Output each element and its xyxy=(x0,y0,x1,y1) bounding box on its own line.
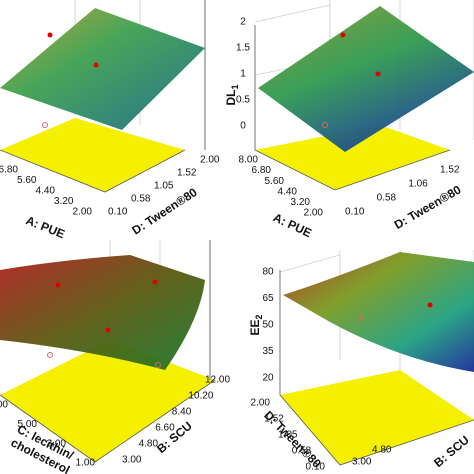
tick-label: 5.60 xyxy=(17,175,37,186)
tick-label: 7.00 xyxy=(0,400,8,411)
tick-label: 0.58 xyxy=(131,194,151,205)
tick-label: 2.00 xyxy=(304,208,324,219)
tick-label: 0.5 xyxy=(236,95,250,106)
tick-label: 6.60 xyxy=(155,423,175,434)
surface xyxy=(258,6,474,152)
design-point xyxy=(357,315,363,321)
tick-label: 80 xyxy=(262,267,274,278)
axis-label: EE2 xyxy=(248,314,264,335)
panel-3 xyxy=(0,240,216,463)
floor xyxy=(280,370,474,465)
axis-label-subscript: 2 xyxy=(254,314,264,319)
tick-label: 1 xyxy=(240,69,246,80)
tick-label: 50 xyxy=(262,320,274,331)
design-point xyxy=(47,32,53,38)
tick-label: 0.10 xyxy=(345,207,365,218)
panel-1 xyxy=(0,0,206,193)
tick-label: 2.00 xyxy=(73,207,93,218)
tick-label: 0 xyxy=(240,121,246,132)
tick-label: 6.80 xyxy=(0,165,18,176)
tick-label: 0.10 xyxy=(108,207,128,218)
tick-label: 4.80 xyxy=(372,445,392,456)
design-point xyxy=(47,352,53,358)
design-point xyxy=(152,279,158,285)
tick-label: 65 xyxy=(262,293,274,304)
design-point xyxy=(375,71,381,77)
design-point xyxy=(42,122,48,128)
tick-label: 3.00 xyxy=(352,457,372,468)
tick-label: 35 xyxy=(262,346,274,357)
tick-label: 8.40 xyxy=(172,407,192,418)
tick-label: 0.58 xyxy=(377,193,397,204)
axis-label: DL1 xyxy=(224,84,240,105)
tick-label: 2 xyxy=(240,17,246,28)
tick-label: 12.00 xyxy=(205,375,230,386)
tick-label: 5.00 xyxy=(18,419,38,430)
tick-label: 1.05 xyxy=(278,430,298,441)
design-point xyxy=(155,362,161,368)
floor xyxy=(0,340,215,462)
tick-label: 2.00 xyxy=(200,155,220,166)
tick-label: 5.60 xyxy=(265,176,285,187)
tick-label: 10.20 xyxy=(188,391,213,402)
panel-2 xyxy=(254,0,474,191)
tick-label: 3.00 xyxy=(122,455,142,466)
tick-label: 1.5 xyxy=(236,43,250,54)
tick-label: 0.10 xyxy=(306,462,326,473)
design-point xyxy=(105,327,111,333)
design-point xyxy=(427,302,433,308)
tick-label: 1.52 xyxy=(440,165,460,176)
axis-label: A: PUE xyxy=(24,213,67,241)
tick-label: 4.40 xyxy=(278,186,298,197)
tick-label: 20 xyxy=(262,373,274,384)
floor xyxy=(255,125,450,190)
tick-label: 8.00 xyxy=(239,155,259,166)
surface xyxy=(0,255,205,370)
tick-label: 4.40 xyxy=(36,186,56,197)
surface xyxy=(283,252,474,372)
floor xyxy=(0,118,185,192)
tick-label: 1.05 xyxy=(154,181,174,192)
tick-label: 1.00 xyxy=(76,458,96,469)
tick-label: 3.20 xyxy=(291,197,311,208)
panel-4 xyxy=(279,250,474,466)
design-point xyxy=(340,32,346,38)
tick-label: 2.00 xyxy=(251,398,271,409)
tick-label: 3.00 xyxy=(47,438,67,449)
design-point xyxy=(93,62,99,68)
tick-label: 6.80 xyxy=(252,165,272,176)
axis-label: B: SCU xyxy=(431,433,472,470)
tick-label: 1.52 xyxy=(177,168,197,179)
tick-label: 1.52 xyxy=(264,414,284,425)
design-point xyxy=(55,282,61,288)
axis-label-subscript: 1 xyxy=(230,84,240,89)
tick-label: 3.20 xyxy=(54,196,74,207)
tick-label: 4.80 xyxy=(139,439,159,450)
tick-label: 0.58 xyxy=(292,446,312,457)
surface xyxy=(0,8,205,130)
design-point xyxy=(322,122,328,128)
tick-label: 1.06 xyxy=(408,179,428,190)
axis-label: D: Tween®80 xyxy=(392,182,464,232)
